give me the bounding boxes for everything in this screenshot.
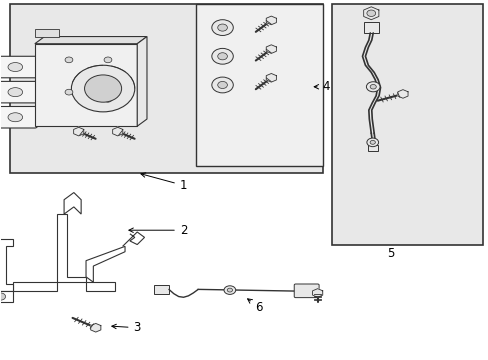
Circle shape	[227, 288, 232, 292]
Circle shape	[217, 24, 227, 31]
Polygon shape	[312, 289, 322, 297]
Ellipse shape	[8, 87, 22, 96]
FancyBboxPatch shape	[0, 81, 37, 103]
Bar	[154, 285, 168, 294]
Bar	[331, 4, 483, 244]
FancyBboxPatch shape	[0, 107, 37, 128]
Circle shape	[84, 75, 122, 102]
Polygon shape	[112, 127, 122, 136]
Circle shape	[104, 96, 112, 102]
Polygon shape	[363, 7, 378, 20]
Circle shape	[366, 138, 378, 147]
Polygon shape	[86, 246, 125, 282]
Text: 4: 4	[314, 80, 329, 93]
Bar	[195, 4, 322, 166]
Polygon shape	[35, 30, 59, 37]
Circle shape	[104, 57, 112, 63]
Bar	[363, 22, 378, 33]
Circle shape	[211, 77, 233, 93]
Circle shape	[71, 65, 135, 112]
Circle shape	[366, 82, 379, 92]
Polygon shape	[265, 45, 276, 53]
Circle shape	[369, 85, 376, 89]
FancyBboxPatch shape	[0, 56, 37, 78]
Text: 6: 6	[247, 299, 263, 314]
Circle shape	[65, 89, 73, 95]
Ellipse shape	[8, 63, 22, 72]
Polygon shape	[0, 291, 13, 302]
Text: 1: 1	[141, 173, 187, 192]
Polygon shape	[74, 127, 83, 136]
Text: 2: 2	[129, 224, 187, 237]
Polygon shape	[86, 282, 115, 291]
Polygon shape	[35, 44, 137, 126]
Bar	[367, 145, 377, 151]
Circle shape	[369, 140, 375, 144]
Circle shape	[224, 286, 235, 294]
Ellipse shape	[8, 113, 22, 122]
Polygon shape	[64, 193, 81, 214]
Circle shape	[366, 10, 375, 17]
Text: 3: 3	[112, 321, 141, 334]
Polygon shape	[13, 282, 57, 291]
Polygon shape	[35, 37, 147, 44]
Polygon shape	[57, 214, 86, 282]
Polygon shape	[265, 73, 276, 82]
Circle shape	[211, 20, 233, 36]
Circle shape	[217, 53, 227, 60]
Polygon shape	[0, 239, 13, 291]
Bar	[10, 4, 322, 173]
Text: 5: 5	[386, 247, 394, 260]
Polygon shape	[91, 323, 101, 332]
Polygon shape	[137, 37, 147, 126]
Circle shape	[0, 293, 5, 300]
Circle shape	[217, 81, 227, 89]
Polygon shape	[397, 90, 407, 98]
Circle shape	[211, 48, 233, 64]
Polygon shape	[265, 16, 276, 25]
FancyBboxPatch shape	[294, 284, 319, 298]
Circle shape	[65, 57, 73, 63]
